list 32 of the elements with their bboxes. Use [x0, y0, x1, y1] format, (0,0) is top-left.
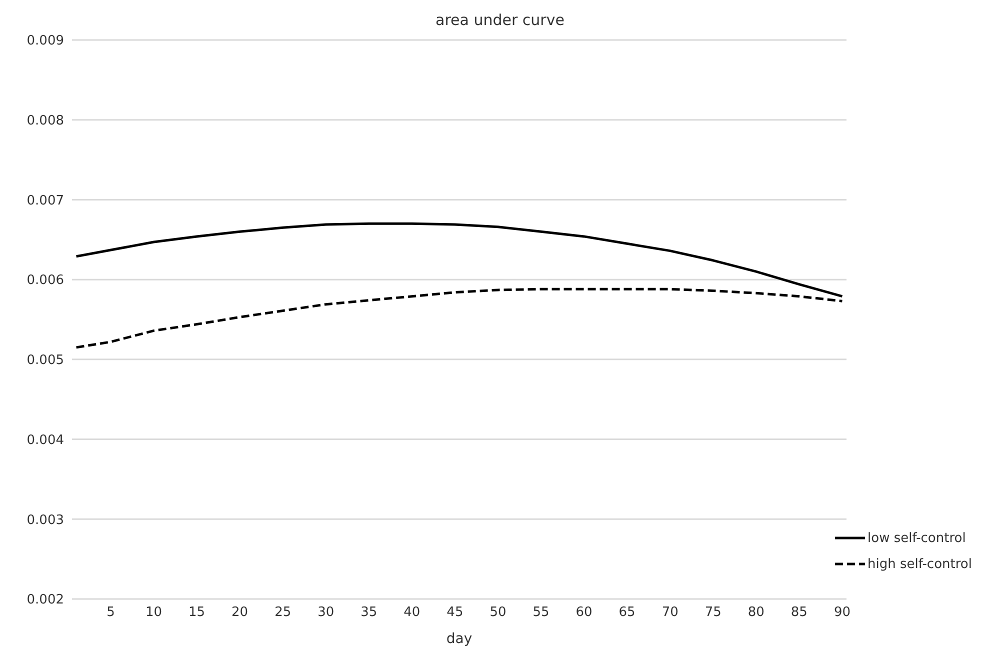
y-tick-label: 0.009	[26, 34, 64, 49]
line-series	[75, 288, 844, 349]
x-tick-label: 70	[662, 605, 678, 620]
x-tick-label: 90	[834, 605, 850, 620]
x-tick-label: 60	[576, 605, 592, 620]
y-tick-label: 0.002	[26, 592, 64, 608]
y-tick-label: 0.005	[26, 353, 64, 368]
x-tick-label: 50	[490, 605, 506, 620]
x-tick-label: 75	[704, 605, 722, 620]
x-tick-label: 20	[232, 605, 248, 620]
x-tick-label: 30	[318, 605, 334, 620]
chart-title: area under curve	[434, 10, 566, 31]
y-tick-label: 0.003	[26, 512, 64, 528]
x-tick-label: 15	[188, 605, 206, 620]
legend-label: high self-control	[868, 556, 972, 572]
y-tick-label: 0.006	[26, 273, 64, 288]
x-tick-label: 35	[360, 605, 378, 620]
y-tick-label: 0.004	[26, 432, 64, 448]
x-tick-label: 65	[618, 605, 636, 620]
x-tick-label: 85	[790, 605, 808, 620]
y-tick-label: 0.008	[26, 113, 64, 128]
x-tick-label: 80	[748, 605, 764, 620]
x-tick-label: 45	[446, 605, 464, 620]
x-axis-title: day	[446, 631, 472, 647]
line-series	[75, 222, 844, 298]
x-tick-label: 55	[532, 605, 550, 620]
x-tick-label: 40	[404, 605, 420, 620]
x-tick-label: 10	[145, 605, 162, 620]
x-tick-label: 25	[274, 605, 292, 620]
y-tick-label: 0.007	[26, 193, 64, 208]
legend-label: low self-control	[868, 530, 966, 546]
x-tick-label: 5	[106, 605, 115, 620]
